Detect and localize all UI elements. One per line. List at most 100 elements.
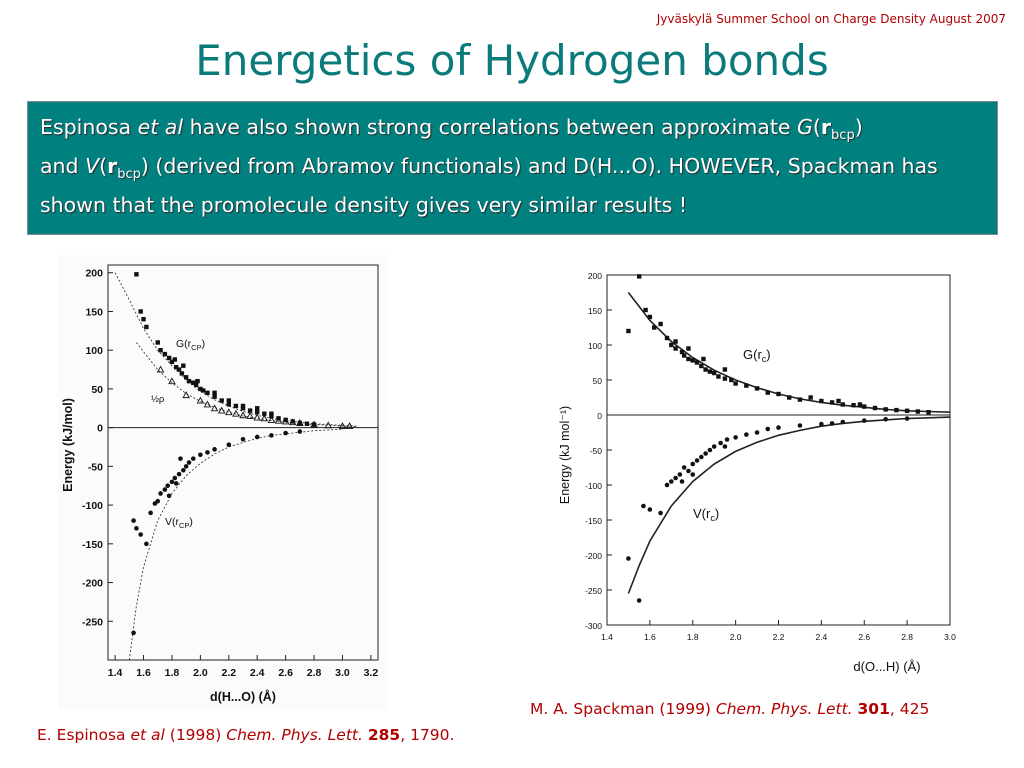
data-point xyxy=(744,383,749,388)
data-point xyxy=(262,411,267,416)
data-point xyxy=(198,452,203,458)
y-tick-label: 200 xyxy=(85,268,103,280)
data-point xyxy=(754,386,760,391)
data-point xyxy=(324,421,333,429)
data-point xyxy=(647,314,653,320)
data-point xyxy=(267,415,276,423)
data-point xyxy=(297,429,303,434)
plot-area-right: 1.4 1.6 1.8 2.0 2.2 2.4 2.6 2.8 3.0 200 150 100 50 0 -… xyxy=(585,271,956,642)
text-part: Espinosa xyxy=(40,115,138,139)
y-tick-label: -100 xyxy=(585,481,602,491)
data-point xyxy=(181,363,186,368)
data-point xyxy=(165,483,170,489)
x-axis-label: d(O...H) (Å) xyxy=(853,659,920,674)
fit-curve xyxy=(128,428,343,661)
text-part: (derived from Abramov functionals) and D… xyxy=(40,154,938,218)
data-point xyxy=(311,422,317,427)
data-point xyxy=(172,475,178,481)
x-tick-label: 1.4 xyxy=(108,667,123,679)
data-point xyxy=(182,391,190,399)
text-r: r xyxy=(107,154,118,179)
data-point xyxy=(178,456,183,461)
data-point xyxy=(255,409,260,415)
data-point xyxy=(872,405,878,411)
data-point xyxy=(658,510,663,516)
data-point xyxy=(681,353,687,358)
y-tick-label: 200 xyxy=(588,271,602,281)
y-tick-label: -250 xyxy=(585,586,602,596)
data-point xyxy=(797,397,803,402)
data-point xyxy=(131,518,136,523)
data-point xyxy=(829,421,835,426)
data-point xyxy=(269,433,274,438)
data-point xyxy=(198,386,203,392)
data-point xyxy=(673,339,678,344)
data-point xyxy=(240,403,246,409)
data-point xyxy=(281,417,290,425)
data-point xyxy=(155,498,161,504)
data-point xyxy=(205,390,210,395)
data-point xyxy=(239,411,247,419)
data-point xyxy=(144,541,149,547)
cite-volume: 285 xyxy=(367,726,401,744)
y-tick-label: 50 xyxy=(91,384,103,396)
data-point xyxy=(883,416,888,422)
data-point xyxy=(148,510,153,516)
data-point xyxy=(131,630,136,636)
data-point xyxy=(186,460,192,465)
data-point xyxy=(658,321,663,327)
header-note: Jyväskylä Summer School on Charge Densit… xyxy=(656,12,1006,26)
data-point xyxy=(288,418,297,426)
data-point xyxy=(217,406,226,414)
cite-page: , 1790. xyxy=(400,726,455,744)
annotation-G-label: G(r xyxy=(176,338,192,350)
data-point xyxy=(904,408,910,413)
data-point xyxy=(176,367,182,372)
data-point xyxy=(699,454,704,460)
text-part: and xyxy=(40,154,86,179)
data-point xyxy=(861,418,867,423)
data-point xyxy=(651,325,657,330)
x-tick-label: 1.8 xyxy=(165,667,180,679)
y-tick-label: 50 xyxy=(593,376,603,386)
cite-page: , 425 xyxy=(889,700,930,718)
data-point xyxy=(636,598,642,603)
data-point xyxy=(138,532,143,537)
data-point xyxy=(681,465,687,470)
data-point xyxy=(718,440,723,446)
x-tick-label: 2.8 xyxy=(901,632,913,642)
data-point xyxy=(883,407,888,412)
data-point xyxy=(274,416,283,424)
data-point xyxy=(686,356,691,362)
data-point xyxy=(253,413,261,421)
text-part: have also shown strong correlations betw… xyxy=(183,115,798,139)
x-tick-label: 3.0 xyxy=(335,667,350,679)
data-point xyxy=(694,458,700,463)
data-point xyxy=(196,396,205,404)
data-point xyxy=(179,371,185,376)
data-point xyxy=(205,450,210,455)
data-point xyxy=(673,475,678,481)
data-point xyxy=(141,317,146,322)
data-point xyxy=(744,432,749,437)
annotation-G-sub: CP xyxy=(191,343,201,352)
annotation-G-label: G(r xyxy=(743,347,762,362)
data-point xyxy=(647,507,653,512)
data-point xyxy=(174,365,179,370)
data-point xyxy=(212,394,217,399)
data-point xyxy=(808,395,813,400)
data-point xyxy=(765,390,770,395)
data-point xyxy=(733,435,738,440)
data-point xyxy=(904,416,910,421)
text-G: G xyxy=(797,115,813,139)
text-V: V xyxy=(85,154,100,179)
data-point xyxy=(219,398,224,403)
data-point xyxy=(226,442,232,447)
y-tick-label: 0 xyxy=(597,411,602,421)
data-point xyxy=(162,487,168,492)
data-point xyxy=(722,367,728,372)
data-point xyxy=(673,346,678,351)
x-tick-label: 1.4 xyxy=(601,632,613,642)
text-r: r xyxy=(820,115,832,139)
data-point xyxy=(722,376,728,381)
